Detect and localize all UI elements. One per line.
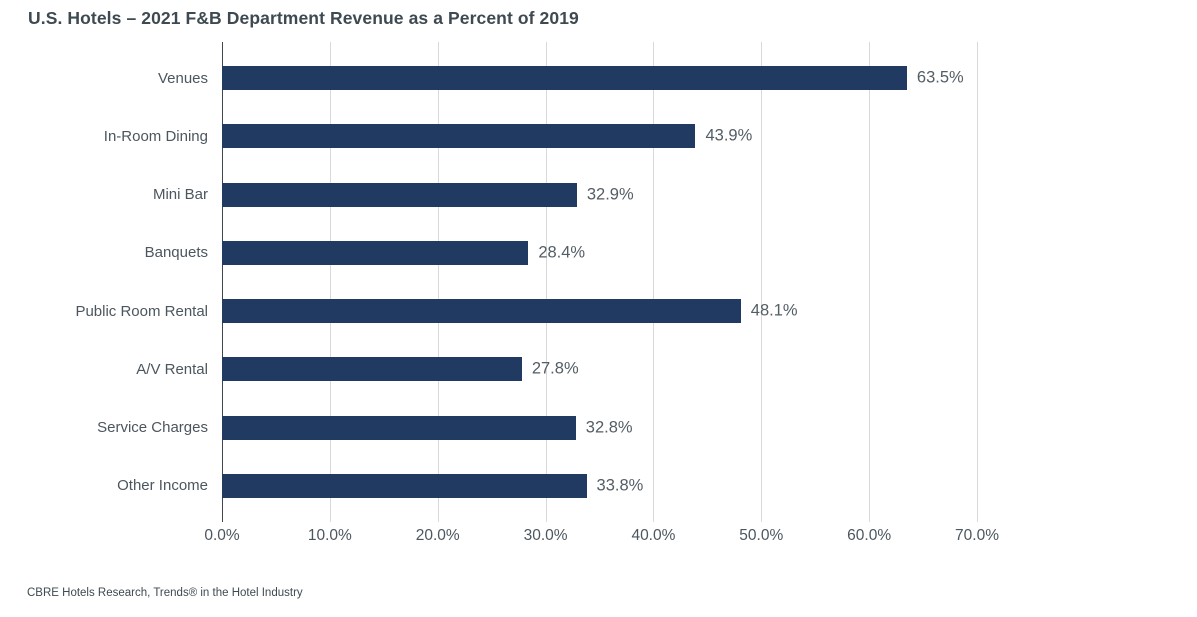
x-tick-label: 60.0% bbox=[847, 527, 892, 544]
gridline-60 bbox=[869, 42, 871, 522]
bar-track: 63.5% bbox=[222, 49, 977, 107]
bar-track: 32.9% bbox=[222, 166, 977, 224]
x-tick-label: 50.0% bbox=[739, 527, 784, 544]
y-axis-line bbox=[222, 42, 223, 522]
gridline-70 bbox=[977, 42, 978, 522]
bar-row: Service Charges 32.8% bbox=[0, 399, 1197, 457]
category-label: Mini Bar bbox=[152, 186, 208, 204]
bar-row: Other Income 33.8% bbox=[0, 457, 1197, 515]
bar-track: 27.8% bbox=[222, 340, 977, 398]
bar bbox=[222, 182, 577, 207]
bar bbox=[222, 415, 576, 440]
x-tick-label: 70.0% bbox=[955, 527, 999, 544]
x-tick-label: 40.0% bbox=[631, 527, 676, 544]
bar bbox=[222, 124, 696, 149]
bar-track: 33.8% bbox=[222, 457, 977, 515]
bar-row: Venues 63.5% bbox=[0, 49, 1197, 107]
category-label: Banquets bbox=[144, 244, 208, 262]
value-label: 28.4% bbox=[538, 243, 586, 262]
bar bbox=[222, 66, 907, 91]
value-label: 33.8% bbox=[596, 476, 644, 495]
category-label: In-Room Dining bbox=[103, 127, 208, 145]
gridline-50 bbox=[761, 42, 763, 522]
category-label: Venues bbox=[157, 69, 208, 87]
bar-row: In-Room Dining 43.9% bbox=[0, 107, 1197, 165]
value-label: 63.5% bbox=[916, 68, 964, 87]
value-label: 32.8% bbox=[585, 418, 633, 437]
bar bbox=[222, 357, 522, 382]
bar bbox=[222, 473, 587, 498]
bar bbox=[222, 240, 529, 265]
x-tick-label: 30.0% bbox=[523, 527, 568, 544]
bar-row: Banquets 28.4% bbox=[0, 224, 1197, 282]
value-label: 48.1% bbox=[750, 301, 798, 320]
bar-track: 48.1% bbox=[222, 282, 977, 340]
bar-track: 43.9% bbox=[222, 107, 977, 165]
plot-area: Venues 63.5% In-Room Dining 43.9% Mini Bar 32… bbox=[0, 42, 1197, 549]
bar bbox=[222, 299, 741, 324]
gridline-10 bbox=[329, 42, 331, 522]
x-tick-label: 0.0% bbox=[204, 527, 240, 544]
bar-row: Public Room Rental 48.1% bbox=[0, 282, 1197, 340]
value-label: 27.8% bbox=[531, 359, 579, 378]
x-tick-label: 10.0% bbox=[307, 527, 352, 544]
source-note: CBRE Hotels Research, Trends® in the Hot… bbox=[27, 587, 303, 599]
x-axis-tick-labels: 0.0% 10.0% 20.0% 30.0% 40.0% 50.0% 60.0% 70.0% bbox=[0, 527, 1197, 549]
gridline-30 bbox=[545, 42, 547, 522]
gridline-20 bbox=[437, 42, 439, 522]
bar-track: 32.8% bbox=[222, 399, 977, 457]
x-tick-label: 20.0% bbox=[415, 527, 460, 544]
category-label: A/V Rental bbox=[136, 360, 208, 378]
category-label: Other Income bbox=[117, 477, 208, 495]
bar-row: Mini Bar 32.9% bbox=[0, 166, 1197, 224]
bar-row: A/V Rental 27.8% bbox=[0, 340, 1197, 398]
value-label: 43.9% bbox=[705, 126, 753, 145]
gridline-40 bbox=[653, 42, 655, 522]
category-label: Public Room Rental bbox=[75, 302, 208, 320]
category-label: Service Charges bbox=[97, 419, 208, 437]
chart-title: U.S. Hotels – 2021 F&B Department Revenu… bbox=[28, 8, 579, 28]
bar-rows: Venues 63.5% In-Room Dining 43.9% Mini Bar 32… bbox=[0, 49, 1197, 515]
bar-track: 28.4% bbox=[222, 224, 977, 282]
value-label: 32.9% bbox=[586, 185, 634, 204]
